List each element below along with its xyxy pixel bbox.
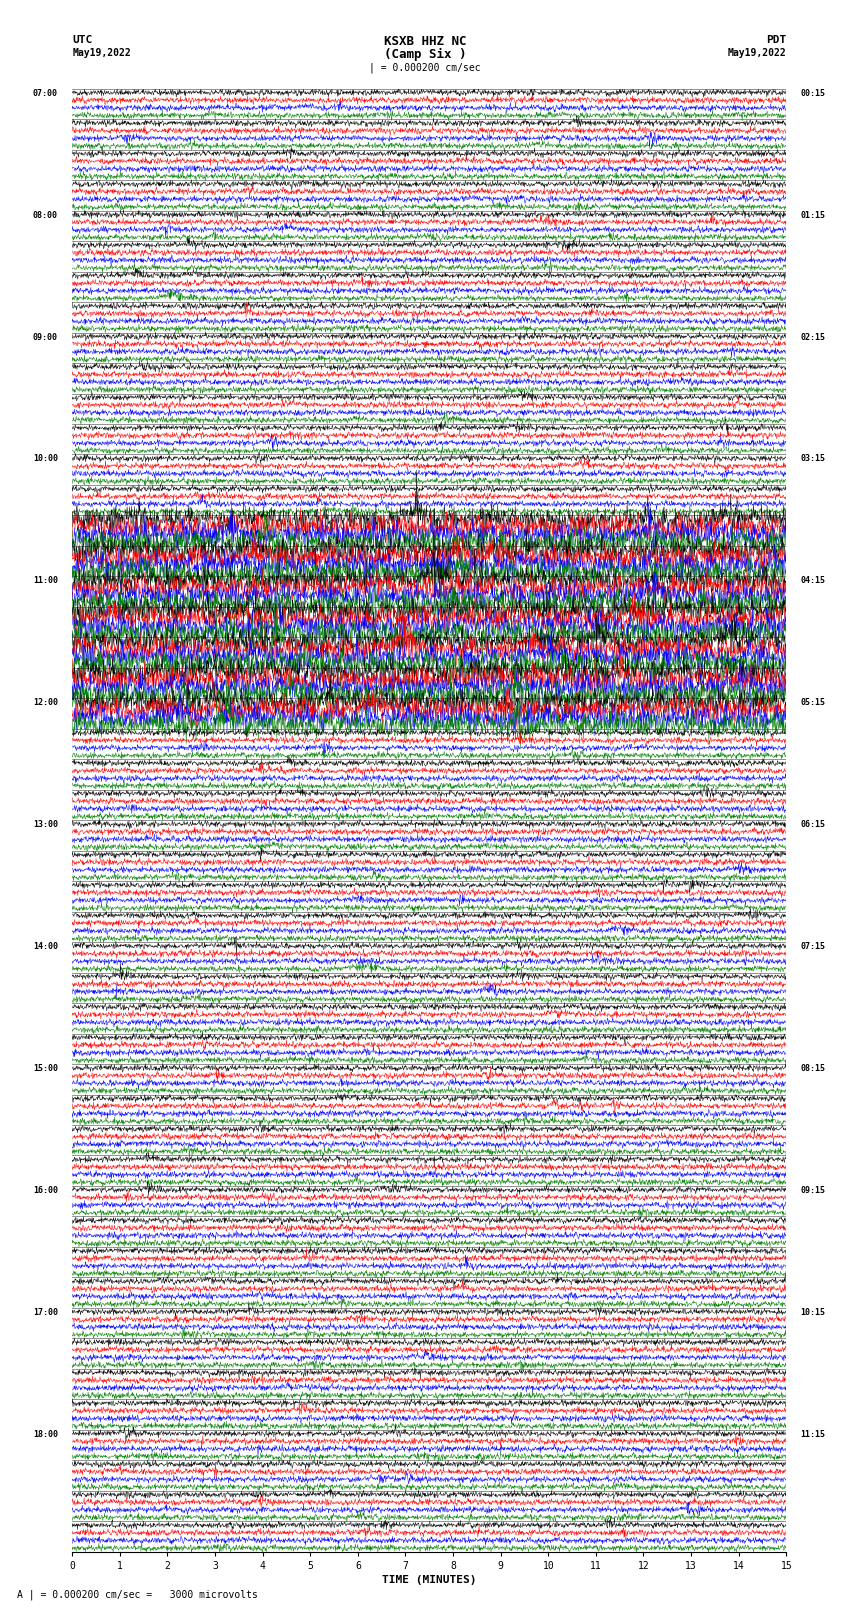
Text: 08:00: 08:00 [33, 211, 58, 219]
Text: 05:15: 05:15 [801, 698, 825, 706]
Text: (Camp Six ): (Camp Six ) [383, 48, 467, 61]
Text: 04:15: 04:15 [801, 576, 825, 586]
Text: 18:00: 18:00 [33, 1429, 58, 1439]
Text: 15:00: 15:00 [33, 1065, 58, 1073]
Text: PDT: PDT [766, 35, 786, 45]
Text: 13:00: 13:00 [33, 821, 58, 829]
Text: 11:00: 11:00 [33, 576, 58, 586]
Text: 07:00: 07:00 [33, 89, 58, 98]
Text: 09:15: 09:15 [801, 1186, 825, 1195]
Text: 11:15: 11:15 [801, 1429, 825, 1439]
Text: KSXB HHZ NC: KSXB HHZ NC [383, 35, 467, 48]
Text: 03:15: 03:15 [801, 455, 825, 463]
Text: 01:15: 01:15 [801, 211, 825, 219]
Text: | = 0.000200 cm/sec: | = 0.000200 cm/sec [369, 63, 481, 74]
X-axis label: TIME (MINUTES): TIME (MINUTES) [382, 1574, 477, 1586]
Text: May19,2022: May19,2022 [72, 48, 131, 58]
Text: 16:00: 16:00 [33, 1186, 58, 1195]
Text: 07:15: 07:15 [801, 942, 825, 952]
Text: May19,2022: May19,2022 [728, 48, 786, 58]
Text: 10:00: 10:00 [33, 455, 58, 463]
Text: 14:00: 14:00 [33, 942, 58, 952]
Text: 10:15: 10:15 [801, 1308, 825, 1316]
Text: 09:00: 09:00 [33, 332, 58, 342]
Text: UTC: UTC [72, 35, 93, 45]
Text: 12:00: 12:00 [33, 698, 58, 706]
Text: 06:15: 06:15 [801, 821, 825, 829]
Text: 02:15: 02:15 [801, 332, 825, 342]
Text: 08:15: 08:15 [801, 1065, 825, 1073]
Text: A | = 0.000200 cm/sec =   3000 microvolts: A | = 0.000200 cm/sec = 3000 microvolts [17, 1589, 258, 1600]
Text: 00:15: 00:15 [801, 89, 825, 98]
Text: 17:00: 17:00 [33, 1308, 58, 1316]
